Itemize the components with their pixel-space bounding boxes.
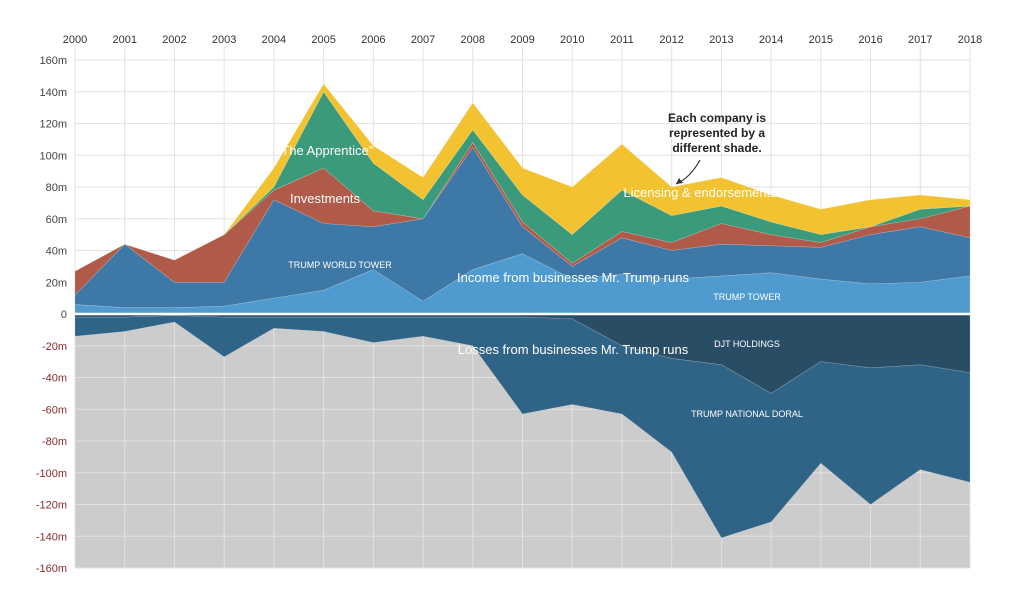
x-tick-label: 2017 [908,34,932,46]
series-label: Investments [290,191,361,206]
x-tick-label: 2008 [461,34,485,46]
x-tick-label: 2003 [212,34,236,46]
x-tick-label: 2002 [162,34,186,46]
y-tick-label: 0 [61,309,67,321]
x-tick-label: 2006 [361,34,385,46]
y-tick-label: -160m [36,563,67,575]
y-tick-label: 140m [39,87,67,99]
y-tick-label: 60m [46,214,67,226]
x-tick-label: 2005 [311,34,335,46]
y-tick-label: 120m [39,119,67,131]
series-label: Licensing & endorsements [623,185,777,200]
area-series [74,146,971,308]
note-text: different shade. [672,141,761,155]
group-label: Income from businesses Mr. Trump runs [457,270,689,285]
y-tick-label: -120m [36,500,67,512]
series-label: DJT HOLDINGS [714,339,780,349]
note-arrowhead [676,178,683,184]
note-text: represented by a [669,126,765,140]
y-tick-label: -100m [36,468,67,480]
y-tick-label: -60m [42,404,67,416]
area-series [74,315,971,539]
group-label: Losses from businesses Mr. Trump runs [458,342,689,357]
x-tick-label: 2001 [112,34,136,46]
x-tick-label: 2018 [958,34,982,46]
x-tick-label: 2015 [809,34,833,46]
x-tick-label: 2011 [610,34,634,46]
y-tick-label: -40m [42,373,67,385]
y-tick-label: 20m [46,277,67,289]
x-tick-label: 2012 [659,34,683,46]
series-label: “The Apprentice” [277,143,373,158]
x-tick-label: 2010 [560,34,584,46]
y-tick-label: 160m [39,55,67,67]
area-series [74,83,971,272]
x-tick-label: 2007 [411,34,435,46]
y-tick-label: 100m [39,150,67,162]
x-tick-label: 2004 [262,34,286,46]
x-tick-label: 2016 [858,34,882,46]
y-tick-label: 40m [46,246,67,258]
series-label: TRUMP TOWER [713,292,781,302]
x-tick-label: 2014 [759,34,783,46]
y-tick-label: 80m [46,182,67,194]
series-label: TRUMP NATIONAL DORAL [691,409,803,419]
x-tick-label: 2009 [510,34,534,46]
series-label: TRUMP WORLD TOWER [288,260,392,270]
y-tick-label: -80m [42,436,67,448]
y-tick-label: -20m [42,341,67,353]
x-tick-label: 2000 [63,34,87,46]
x-tick-label: 2013 [709,34,733,46]
y-tick-label: -140m [36,531,67,543]
area-series [74,141,971,296]
note-text: Each company is [668,111,766,125]
